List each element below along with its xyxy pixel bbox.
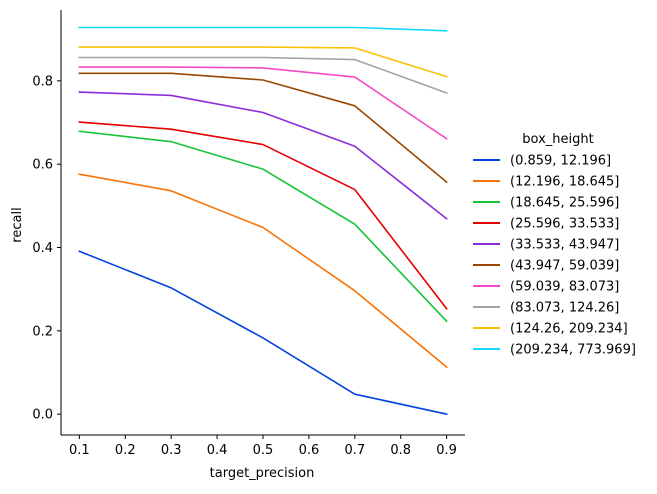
legend-label: (124.26, 209.234]: [510, 322, 628, 337]
legend-label: (43.947, 59.039]: [510, 259, 619, 274]
series-line-8: [78, 56, 448, 94]
legend-label: (33.533, 43.947]: [510, 238, 619, 253]
series-line-6: [78, 72, 448, 184]
y-tick-label: 0.6: [32, 158, 53, 173]
y-tick-label: 0.0: [32, 408, 53, 423]
x-tick-label: 0.5: [253, 443, 274, 458]
x-tick-label: 0.8: [390, 443, 411, 458]
legend-label: (18.645, 25.596]: [510, 196, 619, 211]
legend: box_height (0.859, 12.196] (12.196, 18.64…: [473, 132, 636, 358]
x-tick-label: 0.2: [115, 443, 136, 458]
legend-label: (25.596, 33.533]: [510, 217, 619, 232]
y-tick-label: 0.4: [32, 241, 53, 256]
legend-label: (59.039, 83.073]: [510, 280, 619, 295]
y-tick-label: 0.8: [32, 74, 53, 89]
series-line-10: [78, 26, 448, 32]
series-line-1: [78, 250, 448, 416]
x-tick-label: 0.9: [436, 443, 457, 458]
series-line-5: [78, 91, 448, 220]
legend-title: box_height: [522, 132, 593, 147]
legend-label: (83.073, 124.26]: [510, 301, 619, 316]
series-line-7: [78, 66, 448, 140]
series-lines: [78, 26, 448, 416]
legend-label: (209.234, 773.969]: [510, 343, 636, 358]
x-tick-label: 0.7: [344, 443, 365, 458]
series-line-3: [78, 130, 448, 323]
x-tick-label: 0.1: [69, 443, 90, 458]
axes: 0.1 0.2 0.3 0.4 0.5 0.6 0.7 0.8 0.9 0.0 0.2 0.4 0.6 0…: [32, 10, 465, 458]
x-axis-label: target_precision: [210, 466, 315, 481]
legend-label: (0.859, 12.196]: [510, 154, 611, 169]
x-tick-label: 0.6: [299, 443, 320, 458]
x-tick-label: 0.3: [161, 443, 182, 458]
series-line-9: [78, 46, 448, 78]
legend-label: (12.196, 18.645]: [510, 175, 619, 190]
y-tick-label: 0.2: [32, 324, 53, 339]
y-axis-label: recall: [10, 207, 25, 242]
x-tick-label: 0.4: [207, 443, 228, 458]
series-line-4: [78, 121, 448, 310]
series-line-2: [78, 173, 448, 369]
